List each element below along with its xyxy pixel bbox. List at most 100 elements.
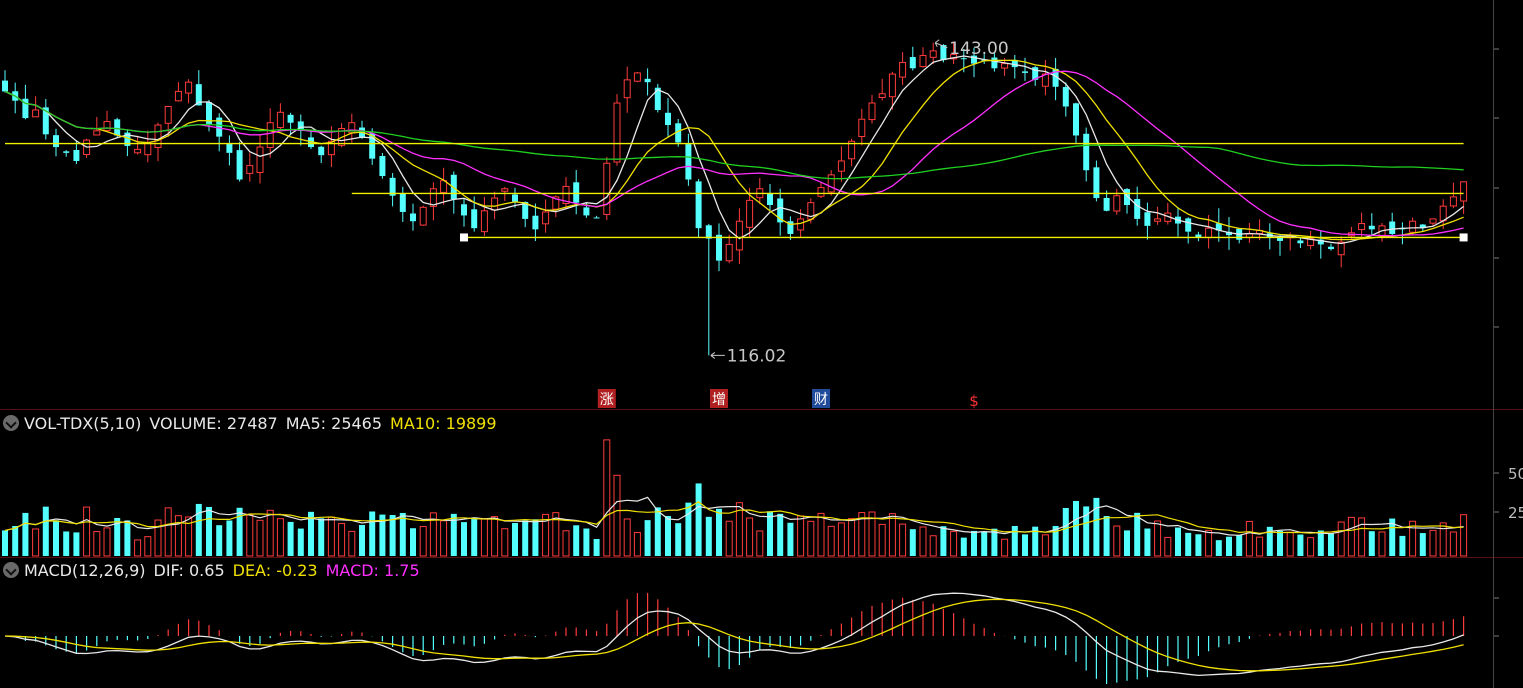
volume-bar: [1297, 534, 1304, 556]
candle-body: [399, 193, 406, 212]
volume-bar: [603, 439, 611, 557]
volume-bar: [1378, 531, 1386, 557]
volume-bar: [369, 511, 376, 556]
macd-dif-line: [4, 592, 1464, 677]
volume-bar: [471, 519, 478, 556]
candle-body: [705, 225, 712, 239]
volume-bar: [767, 511, 773, 556]
volume-bar: [562, 530, 570, 557]
volume-bar: [1205, 529, 1213, 557]
volume-axis-label: 25: [1508, 504, 1523, 522]
volume-bar: [2, 530, 8, 556]
volume-bar: [1073, 500, 1079, 556]
volume-bar: [532, 519, 539, 556]
volume-ma10: MA10: 19899: [390, 413, 497, 433]
volume-bar: [1001, 538, 1009, 557]
volume-bar: [552, 512, 560, 557]
volume-bar: [226, 520, 233, 556]
volume-bar: [787, 522, 794, 556]
volume-bar: [929, 535, 937, 557]
volume-bar: [1226, 536, 1232, 556]
candle-body: [461, 204, 467, 216]
candle-body: [827, 174, 835, 193]
volume-axis-label: 50: [1508, 465, 1523, 483]
volume-bar: [103, 527, 111, 557]
candle-body: [960, 58, 967, 60]
macd-dif: DIF: 0.65: [153, 560, 225, 580]
volume-bar: [164, 507, 172, 557]
volume-bar: [1307, 537, 1315, 557]
volume-bar: [114, 517, 121, 556]
candle-body: [613, 102, 621, 163]
candle-body: [542, 211, 550, 225]
volume-bar: [461, 522, 467, 556]
volume-bar: [971, 530, 977, 556]
volume-bar: [63, 531, 70, 556]
candle-body: [746, 199, 754, 228]
volume-bar: [318, 518, 325, 556]
candle-body: [675, 123, 682, 143]
candle-body: [593, 217, 600, 219]
candle-body: [1368, 225, 1375, 230]
volume-bar: [419, 526, 427, 557]
volume-bar: [1286, 531, 1294, 557]
candle-body: [379, 156, 386, 177]
volume-legend: VOL-TDX(5,10) VOLUME: 27487 MA5: 25465 M…: [0, 412, 505, 434]
candle-body: [603, 162, 611, 215]
volume-bar: [1399, 535, 1406, 556]
candle-body: [940, 45, 947, 61]
high-price-label: 143.00: [949, 39, 1008, 59]
volume-bar: [522, 520, 529, 556]
volume-bar: [1389, 518, 1396, 556]
volume-bar: [827, 525, 835, 557]
candle-body: [1449, 196, 1457, 207]
candle-body: [480, 210, 488, 233]
candle-body: [1134, 199, 1141, 219]
candle-body: [1429, 218, 1437, 224]
volume-bar: [93, 531, 101, 557]
volume-bar: [1022, 534, 1028, 556]
volume-bar: [236, 507, 243, 556]
volume-bar: [1277, 530, 1283, 556]
volume-bar: [1083, 506, 1090, 556]
volume-bar: [1093, 497, 1100, 556]
candle-body: [1103, 197, 1110, 211]
candle-body: [1011, 59, 1018, 68]
volume-bar: [1429, 529, 1437, 557]
candle-body: [1093, 167, 1100, 199]
candle-body: [1062, 87, 1069, 107]
volume-bar: [440, 520, 448, 557]
candle-body: [185, 81, 193, 94]
candle-body: [256, 146, 264, 173]
volume-bar: [1368, 531, 1375, 556]
volume-bar: [919, 526, 927, 557]
ma-line-20: [4, 70, 1464, 237]
collapse-arrow-icon[interactable]: [3, 415, 19, 431]
volume-bar: [858, 512, 866, 557]
volume-bar: [940, 526, 947, 556]
candle-body: [777, 198, 784, 223]
volume-bar: [450, 513, 457, 556]
candle-body: [725, 243, 733, 262]
candle-body: [929, 50, 937, 58]
candle-body: [532, 215, 539, 230]
candle-body: [154, 124, 162, 149]
volume-bar: [807, 520, 815, 557]
candle-body: [1052, 68, 1059, 87]
volume-bar: [746, 517, 754, 557]
collapse-arrow-icon[interactable]: [3, 562, 19, 578]
volume-bar: [644, 520, 651, 556]
candle-body: [164, 106, 172, 124]
volume-bar: [256, 519, 264, 557]
volume-bar: [716, 508, 722, 556]
volume-bar: [654, 507, 661, 556]
event-marker: 增: [712, 392, 726, 408]
low-price-label: 116.02: [727, 346, 786, 366]
candle-body: [1337, 241, 1345, 256]
volume-bar: [297, 528, 304, 556]
candle-body: [216, 117, 223, 137]
candle-body: [53, 135, 59, 148]
volume-bar: [1195, 534, 1202, 556]
volume-bar: [512, 523, 518, 556]
candle-body: [42, 107, 49, 135]
